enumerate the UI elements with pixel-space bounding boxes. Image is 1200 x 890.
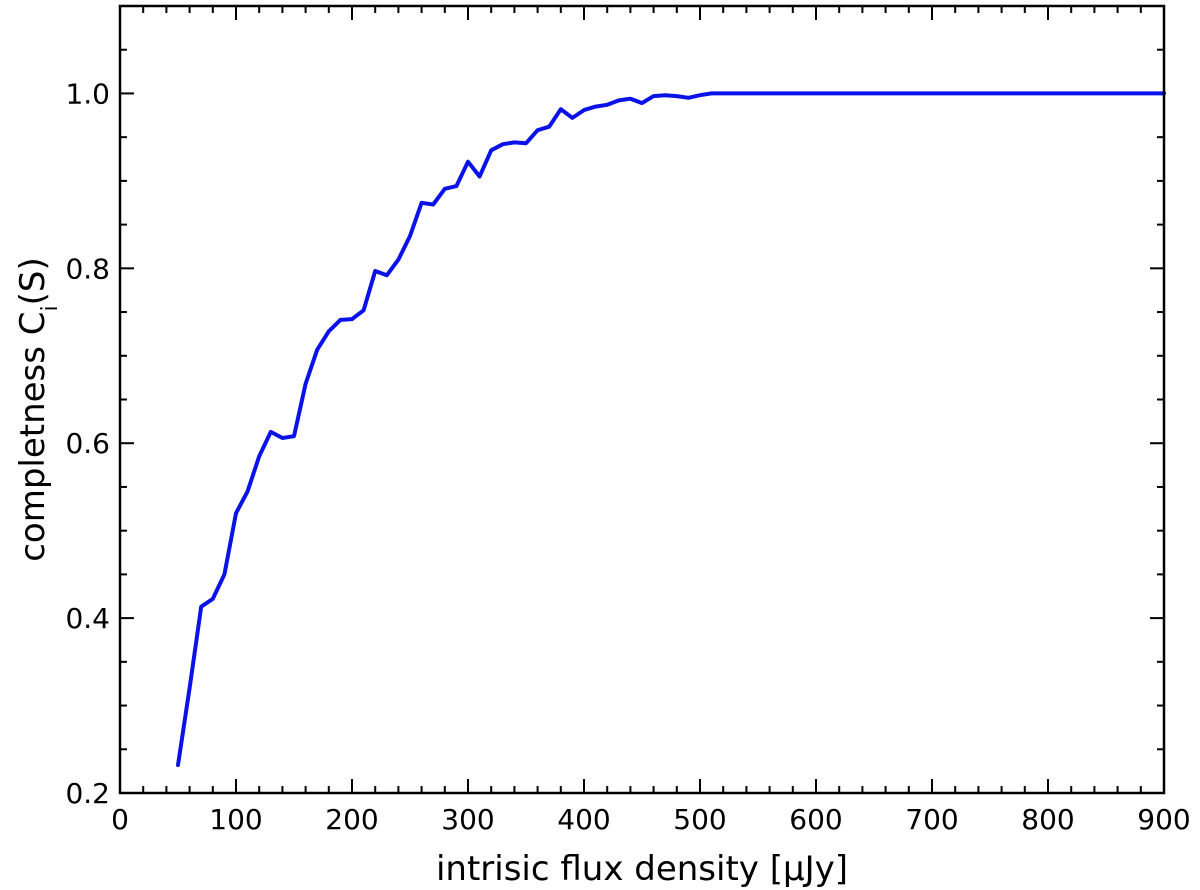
tick-labels: 0 100 200 300 400 500 600 700 800 900 0.2 0.4 0.6 0.8…	[65, 77, 1190, 836]
y-axis-label-subscript: i	[38, 305, 63, 311]
x-tick-label: 500	[673, 803, 726, 836]
x-tick-label: 400	[557, 803, 610, 836]
y-tick-label: 0.6	[65, 427, 110, 460]
x-tick-label: 600	[789, 803, 842, 836]
completeness-curve	[176, 91, 1166, 767]
y-axis-label-suffix: (S)	[13, 257, 53, 305]
x-axis-label: intrisic flux density [μJy]	[436, 849, 848, 889]
x-tick-label: 200	[325, 803, 378, 836]
x-tick-label: 700	[905, 803, 958, 836]
plot-frame	[118, 4, 1166, 795]
x-tick-label: 300	[441, 803, 494, 836]
y-axis-label-main: completness C	[13, 311, 53, 561]
y-tick-label: 0.2	[65, 777, 110, 810]
y-axis-label: completness Ci(S)	[13, 257, 63, 562]
x-tick-label: 800	[1021, 803, 1074, 836]
x-tick-label: 900	[1137, 803, 1190, 836]
y-tick-label: 1.0	[65, 77, 110, 110]
y-tick-label: 0.4	[65, 602, 110, 635]
axis-ticks	[119, 5, 1165, 794]
x-tick-label: 0	[111, 803, 129, 836]
y-tick-label: 0.8	[65, 252, 110, 285]
x-tick-label: 100	[209, 803, 262, 836]
